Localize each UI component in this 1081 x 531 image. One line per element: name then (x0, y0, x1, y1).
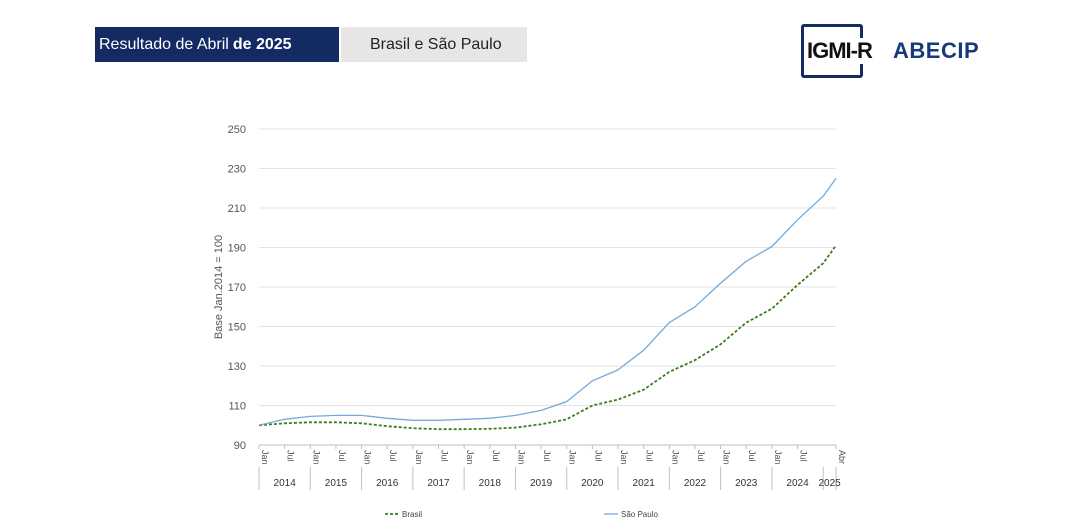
header-title-box: Resultado de Abril de 2025 (95, 27, 339, 62)
year-label: 2019 (530, 478, 553, 489)
x-tick-label: Jan (568, 450, 578, 465)
y-tick-label: 110 (228, 401, 246, 413)
y-tick-label: 150 (228, 322, 246, 334)
header-title-regular: Resultado de Abril (99, 35, 229, 53)
year-label: 2015 (325, 478, 348, 489)
x-tick-label: Jan (670, 450, 680, 465)
x-tick-label: Jul (440, 450, 450, 462)
x-tick-label: Jul (337, 450, 347, 462)
x-tick-label: Jan (722, 450, 732, 465)
x-tick-label: Jul (645, 450, 655, 462)
series-line-sao-paulo (258, 178, 837, 426)
x-tick-label: Jul (388, 450, 398, 462)
y-tick-label: 230 (228, 164, 246, 176)
x-tick-label: Abr (837, 450, 847, 464)
y-tick-label: 170 (228, 282, 246, 294)
series-line-brasil (258, 244, 837, 431)
y-tick-label: 210 (228, 203, 246, 215)
x-tick-label: Jan (260, 450, 270, 465)
legend-label: Brasil (402, 510, 422, 519)
year-label: 2023 (735, 478, 758, 489)
header-title-bold: de 2025 (232, 35, 292, 53)
x-tick-label: Jul (286, 450, 296, 462)
x-tick-label: Jan (465, 450, 475, 465)
year-label: 2016 (376, 478, 399, 489)
x-tick-label: Jul (491, 450, 501, 462)
year-label: 2020 (581, 478, 604, 489)
x-tick-label: Jul (747, 450, 757, 462)
x-tick-label: Jul (696, 450, 706, 462)
x-tick-label: Jul (799, 450, 809, 462)
x-tick-label: Jan (773, 450, 783, 465)
year-label: 2024 (786, 478, 809, 489)
header-subtitle: Brasil e São Paulo (341, 27, 527, 62)
year-label: 2018 (479, 478, 502, 489)
x-tick-label: Jul (542, 450, 552, 462)
y-axis-label: Base Jan.2014 = 100 (213, 235, 225, 339)
y-tick-label: 90 (234, 440, 246, 452)
x-tick-label: Jan (619, 450, 629, 465)
y-tick-label: 130 (228, 361, 246, 373)
x-tick-label: Jan (516, 450, 526, 465)
year-label: 2021 (633, 478, 656, 489)
x-tick-label: Jan (363, 450, 373, 465)
logo-igmi-r: IGMI-R (806, 38, 873, 64)
y-tick-label: 250 (228, 124, 246, 136)
logo-abecip: ABECIP (893, 38, 980, 63)
year-label: 2025 (818, 478, 841, 489)
x-tick-label: Jan (311, 450, 321, 465)
legend-label: São Paulo (621, 510, 658, 519)
year-label: 2014 (274, 478, 297, 489)
year-label: 2017 (427, 478, 450, 489)
x-tick-label: Jul (593, 450, 603, 462)
x-tick-label: Jan (414, 450, 424, 465)
y-tick-label: 190 (228, 243, 246, 255)
year-label: 2022 (684, 478, 707, 489)
